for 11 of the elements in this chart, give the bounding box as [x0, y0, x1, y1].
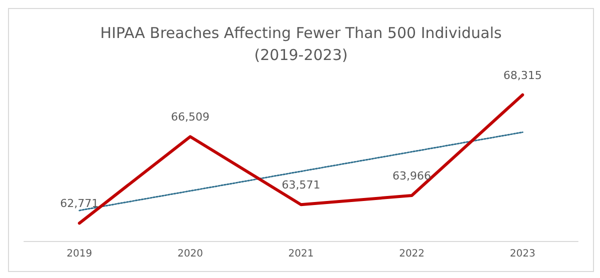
x-tick-label: 2020 [177, 248, 203, 260]
data-label: 66,509 [170, 110, 210, 124]
x-tick-label: 2019 [66, 248, 92, 260]
x-tick-label: 2023 [510, 248, 536, 260]
data-label: 68,315 [503, 68, 542, 82]
data-label: 62,771 [60, 197, 99, 210]
data-label: 63,966 [392, 170, 432, 182]
x-tick-label: 2021 [288, 248, 314, 260]
data-label: 63,571 [282, 178, 320, 192]
chart-title: HIPAA Breaches Affecting Fewer Than 500 Individuals (2019-2023) [100, 24, 502, 64]
x-tick-label: 2022 [399, 248, 425, 260]
